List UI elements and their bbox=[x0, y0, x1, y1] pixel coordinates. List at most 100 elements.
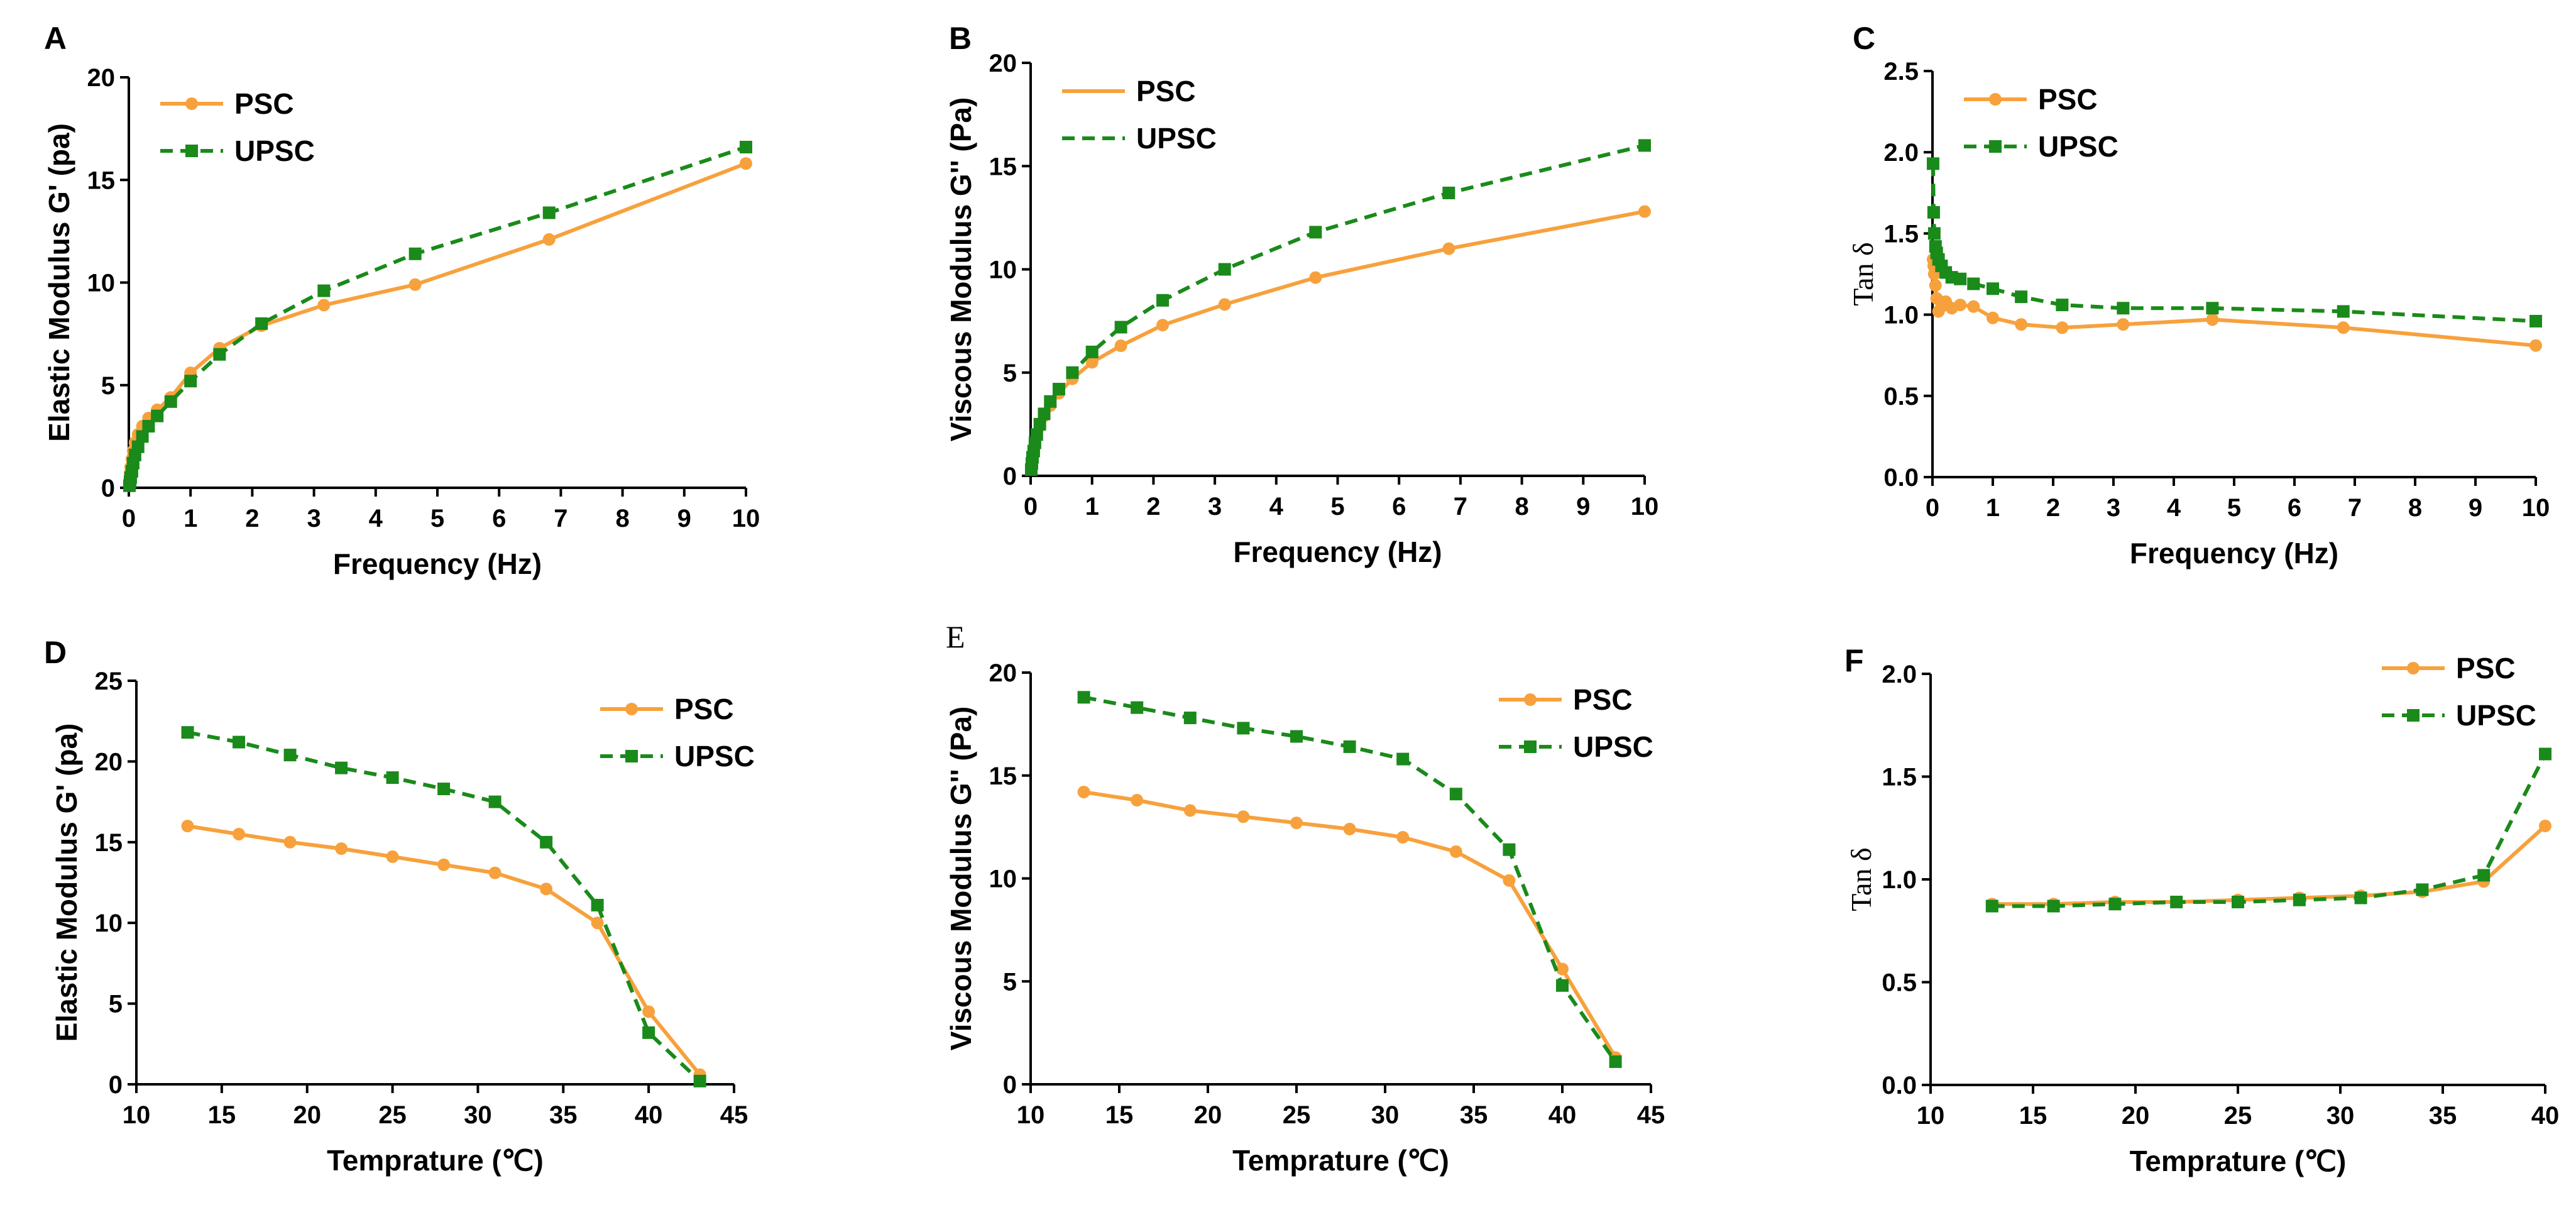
x-tick-label: 15 bbox=[1105, 1101, 1134, 1129]
x-tick-label: 1 bbox=[1085, 493, 1099, 520]
data-point-psc bbox=[317, 299, 331, 312]
data-point-upsc bbox=[386, 771, 399, 784]
panel-f: F 10 15 20 25 30 35 40 0.0 0.5 1.0 1.5 2.0 Temprature… bbox=[1844, 643, 2559, 1177]
data-point-psc bbox=[2337, 321, 2350, 334]
y-tick-label: 15 bbox=[989, 153, 1017, 180]
y-tick-label: 15 bbox=[95, 829, 123, 857]
data-point-upsc bbox=[1033, 417, 1046, 431]
data-point-psc bbox=[642, 1005, 655, 1018]
data-point-upsc bbox=[2047, 900, 2060, 913]
data-point-upsc bbox=[1927, 227, 1941, 240]
data-point-psc bbox=[1929, 279, 1942, 292]
legend-label-upsc: UPSC bbox=[1136, 122, 1217, 155]
x-tick-label: 10 bbox=[1917, 1102, 1945, 1130]
x-tick-label: 8 bbox=[1515, 493, 1528, 520]
legend-marker-upsc bbox=[1989, 140, 2002, 153]
x-tick-label: 7 bbox=[2348, 494, 2362, 522]
data-point-upsc bbox=[1609, 1055, 1622, 1068]
data-point-upsc bbox=[335, 761, 348, 774]
data-point-upsc bbox=[540, 835, 553, 849]
data-point-psc bbox=[540, 883, 553, 896]
y-axis-title: Viscous Modulus G'' (Pa) bbox=[945, 97, 977, 442]
x-tick-label: 40 bbox=[635, 1101, 663, 1129]
legend: PSC UPSC bbox=[600, 693, 755, 773]
y-axis-title: Elastic Modulus G' (pa) bbox=[50, 724, 83, 1042]
data-point-psc bbox=[1237, 810, 1250, 823]
data-point-upsc bbox=[1503, 843, 1516, 856]
y-tick-label: 5 bbox=[101, 372, 115, 400]
data-point-upsc bbox=[142, 420, 155, 433]
panel-label: D bbox=[44, 635, 67, 670]
x-tick-label: 25 bbox=[1283, 1101, 1311, 1129]
data-point-upsc bbox=[164, 395, 177, 408]
data-point-psc bbox=[233, 827, 246, 840]
y-tick-label: 20 bbox=[989, 50, 1017, 77]
y-tick-label: 1.5 bbox=[1883, 220, 1919, 248]
data-point-upsc bbox=[408, 247, 422, 260]
y-tick-label: 2.0 bbox=[1882, 661, 1917, 688]
data-point-upsc bbox=[591, 898, 604, 911]
panel-d: D 10 15 20 25 30 35 40 45 0 5 10 15 20 25 Temprature (℃… bbox=[44, 635, 755, 1177]
x-tick-label: 45 bbox=[720, 1101, 748, 1129]
x-tick-label: 0 bbox=[122, 505, 136, 532]
y-tick-label: 2.5 bbox=[1883, 58, 1919, 85]
data-point-upsc bbox=[2337, 305, 2350, 318]
x-tick-label: 5 bbox=[430, 505, 444, 532]
x-tick-label: 30 bbox=[2327, 1102, 2355, 1130]
x-tick-label: 9 bbox=[677, 505, 691, 532]
data-point-upsc bbox=[2117, 302, 2130, 315]
data-point-psc bbox=[1638, 205, 1651, 218]
y-tick-label: 20 bbox=[87, 64, 116, 92]
data-point-upsc bbox=[1218, 263, 1231, 276]
x-tick-label: 10 bbox=[1631, 493, 1659, 520]
legend-marker-psc bbox=[1989, 93, 2002, 106]
data-point-upsc bbox=[2108, 898, 2122, 911]
data-point-psc bbox=[408, 278, 422, 291]
x-tick-label: 3 bbox=[2107, 494, 2120, 522]
x-axis-title: Frequency (Hz) bbox=[1233, 536, 1442, 568]
x-tick-label: 45 bbox=[1637, 1101, 1665, 1129]
data-point-psc bbox=[386, 850, 399, 863]
panel-a: A 0 1 2 3 4 5 6 7 8 9 10 0 5 10 15 20 Frequency (Hz) Elast… bbox=[43, 21, 760, 580]
y-tick-label: 5 bbox=[1003, 968, 1017, 996]
y-tick-label: 20 bbox=[989, 659, 1017, 687]
y-axis-title: Viscous Modulus G'' (Pa) bbox=[945, 707, 977, 1051]
data-point-psc bbox=[1449, 845, 1462, 858]
data-point-upsc bbox=[1077, 691, 1090, 704]
data-point-upsc bbox=[1156, 294, 1170, 307]
data-point-upsc bbox=[1954, 272, 1967, 285]
data-point-upsc bbox=[2529, 314, 2542, 327]
data-point-upsc bbox=[2477, 869, 2491, 882]
legend: PSC UPSC bbox=[1062, 75, 1217, 155]
x-tick-label: 20 bbox=[2122, 1102, 2150, 1130]
x-tick-label: 35 bbox=[2429, 1102, 2457, 1130]
x-tick-label: 3 bbox=[307, 505, 321, 532]
y-tick-label: 0 bbox=[1003, 463, 1017, 490]
x-tick-label: 40 bbox=[2531, 1102, 2560, 1130]
x-tick-label: 8 bbox=[2408, 494, 2422, 522]
x-tick-label: 1 bbox=[184, 505, 197, 532]
x-tick-label: 15 bbox=[2019, 1102, 2047, 1130]
y-tick-label: 10 bbox=[989, 866, 1017, 893]
data-point-upsc bbox=[283, 749, 297, 762]
y-tick-label: 2.0 bbox=[1883, 139, 1919, 167]
y-tick-label: 0.0 bbox=[1882, 1072, 1917, 1099]
y-tick-label: 0.0 bbox=[1883, 464, 1919, 492]
data-point-psc bbox=[1085, 356, 1099, 369]
x-axis-title: Temprature (℃) bbox=[1232, 1144, 1449, 1177]
y-tick-label: 15 bbox=[87, 167, 116, 194]
legend: PSC UPSC bbox=[2382, 652, 2536, 732]
data-point-psc bbox=[1396, 831, 1410, 844]
data-point-upsc bbox=[1052, 383, 1065, 396]
x-tick-label: 2 bbox=[1146, 493, 1160, 520]
legend-label-upsc: UPSC bbox=[1573, 730, 1653, 763]
data-point-psc bbox=[1987, 311, 1999, 324]
panel-e: E 10 15 20 25 30 35 40 45 0 5 10 15 20 Temprature (℃) V… bbox=[945, 619, 1665, 1177]
y-tick-label: 5 bbox=[109, 991, 123, 1018]
legend-marker-psc bbox=[185, 97, 198, 110]
data-point-upsc bbox=[1114, 321, 1127, 334]
data-point-psc bbox=[2015, 318, 2028, 331]
data-point-upsc bbox=[740, 141, 752, 154]
x-axis-title: Temprature (℃) bbox=[327, 1144, 544, 1177]
